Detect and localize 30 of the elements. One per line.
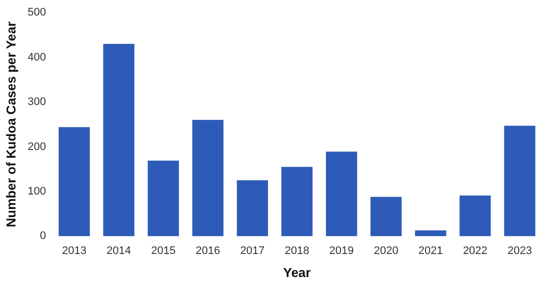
y-tick-label: 300	[28, 96, 46, 108]
y-tick-label: 500	[28, 6, 46, 19]
x-tick-label: 2022	[462, 244, 488, 257]
x-tick-label: 2013	[62, 244, 86, 257]
x-tick-label: 2014	[106, 244, 132, 257]
bar	[236, 180, 268, 236]
x-tick-label: 2023	[507, 244, 532, 257]
y-tick-label: 200	[28, 140, 46, 153]
x-tick-label: 2019	[329, 244, 354, 257]
bar	[148, 160, 179, 236]
bar	[192, 120, 224, 236]
x-tick-label: 2020	[374, 244, 398, 257]
y-tick-label: 0	[40, 230, 46, 242]
x-tick-label: 2016	[196, 244, 220, 257]
bar	[281, 166, 313, 236]
y-axis-title: Number of Kudoa Cases per Year	[3, 22, 18, 228]
x-tick-label: 2017	[240, 244, 265, 257]
bar	[460, 196, 491, 236]
bar	[504, 126, 536, 236]
y-tick-label: 100	[28, 186, 46, 198]
x-tick-label: 2021	[418, 244, 443, 257]
bar	[58, 127, 90, 236]
x-axis-title: Year	[283, 264, 311, 280]
bar	[415, 230, 446, 236]
bar	[370, 196, 402, 236]
x-tick-label: 2018	[284, 244, 310, 257]
bar	[103, 44, 134, 236]
bar	[326, 152, 358, 236]
y-tick-label: 400	[28, 51, 46, 64]
x-tick-label: 2015	[151, 244, 176, 257]
